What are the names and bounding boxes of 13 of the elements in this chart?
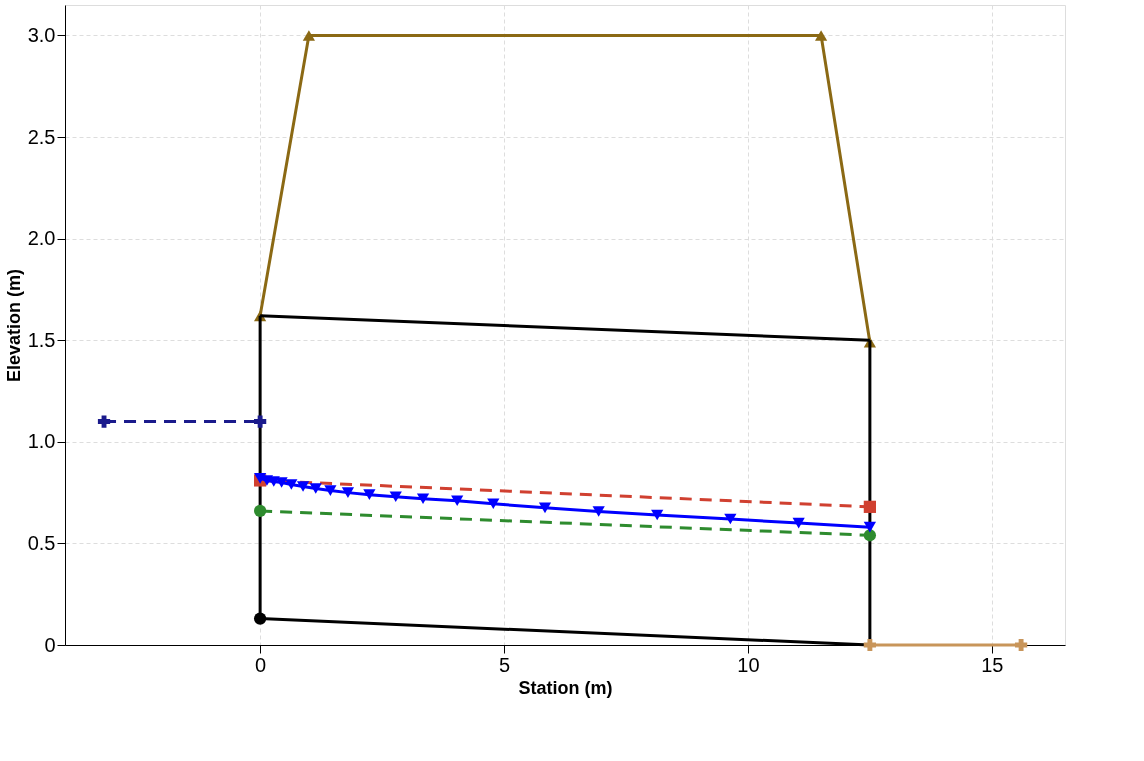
y-axis-title: Elevation (m) [3,268,24,383]
x-tick-label: 10 [737,653,760,676]
y-tick-label: 0 [44,633,56,656]
x-tick-label: 5 [498,653,511,676]
y-tick-label: 2.5 [27,125,56,148]
x-tick-label: 0 [255,653,267,676]
y-tick-label: 2.0 [27,227,56,250]
y-tick-label: 0.5 [27,531,56,554]
x-axis-title: Station (m) [518,677,613,698]
x-tick-label: 15 [981,653,1004,676]
y-tick-label: 1.5 [27,328,56,351]
y-tick-label: 3.0 [27,23,56,46]
y-tick-label: 1.0 [27,430,56,453]
